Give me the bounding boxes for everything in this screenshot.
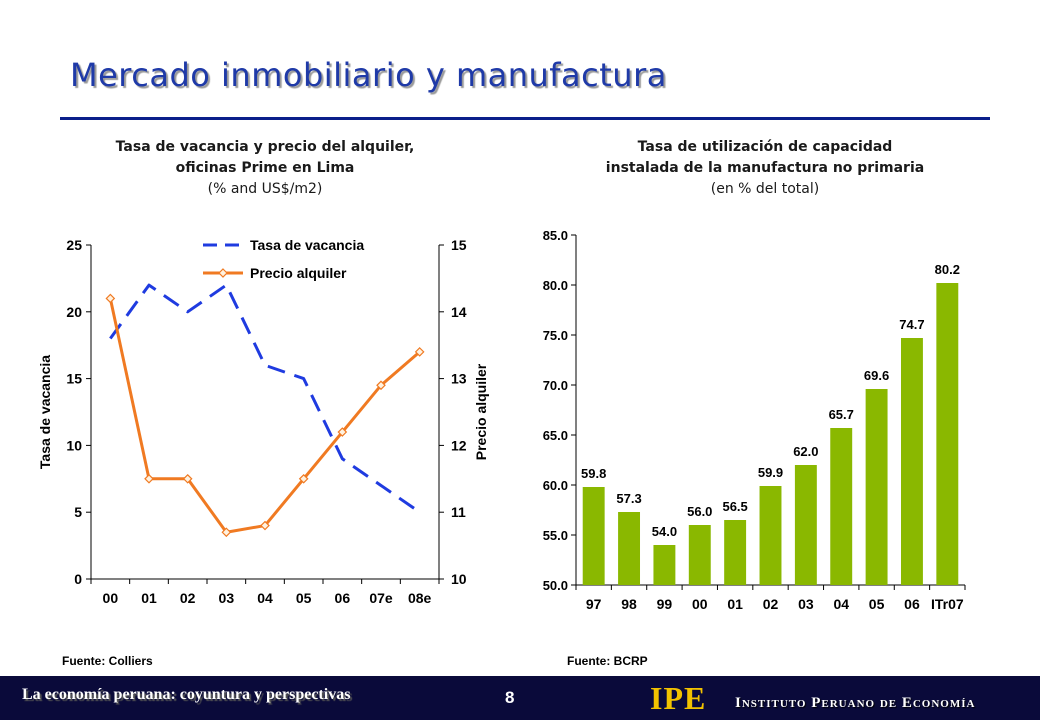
bar-value-label: 62.0 — [793, 444, 818, 459]
legend-marker — [218, 268, 228, 278]
right-chart-source: Fuente: BCRP — [567, 654, 648, 668]
bar-y-tick-label: 60.0 — [543, 478, 568, 493]
institute-name: Instituto Peruano de Economía — [735, 695, 976, 711]
bar-x-tick-label: 00 — [692, 596, 708, 612]
bar-value-label: 59.8 — [581, 466, 606, 481]
data-point-marker — [105, 293, 116, 304]
x-tick-label: 08e — [408, 590, 432, 606]
legend-label: Precio alquiler — [250, 265, 347, 281]
left-chart-heading-units: (% and US$/m2) — [207, 181, 323, 197]
legend-label: Tasa de vacancia — [250, 237, 364, 253]
bar-04 — [830, 428, 853, 585]
bar-x-tick-label: 03 — [798, 596, 814, 612]
data-point-marker — [221, 527, 232, 538]
bar-x-tick-label: ITr07 — [931, 596, 964, 612]
right-chart-heading: Tasa de utilización de capacidad instala… — [550, 137, 980, 200]
x-tick-label: 01 — [141, 590, 157, 606]
bar-x-tick-label: 04 — [833, 596, 849, 612]
bar-y-tick-label: 55.0 — [543, 528, 568, 543]
data-point-marker — [414, 347, 425, 357]
bar-value-label: 56.0 — [687, 504, 712, 519]
left-chart-heading: Tasa de vacancia y precio del alquiler, … — [70, 137, 460, 200]
bar-value-label: 54.0 — [652, 524, 677, 539]
bar-x-tick-label: 06 — [904, 596, 920, 612]
bar-y-tick-label: 85.0 — [543, 228, 568, 243]
data-point-marker — [182, 473, 193, 484]
x-tick-label: 05 — [296, 590, 312, 606]
bar-06 — [900, 338, 923, 585]
bar-97 — [582, 487, 605, 585]
bar-98 — [618, 512, 641, 585]
right-y-tick-label: 10 — [451, 571, 467, 587]
page-number: 8 — [505, 688, 515, 707]
bar-03 — [794, 465, 817, 585]
left-y-tick-label: 15 — [66, 371, 82, 387]
x-tick-label: 07e — [369, 590, 393, 606]
bar-00 — [688, 525, 711, 585]
left-y-tick-label: 25 — [66, 237, 82, 253]
bar-x-tick-label: 97 — [586, 596, 602, 612]
bar-y-tick-label: 80.0 — [543, 278, 568, 293]
capacity-utilization-chart: 50.0 55.0 60.0 65.0 70.0 75.0 80.0 85.0 59.8 97 57… — [543, 228, 966, 612]
data-point-marker — [376, 380, 386, 391]
right-chart-heading-line1: Tasa de utilización de capacidad — [637, 139, 893, 155]
bar-01 — [724, 520, 747, 585]
bar-y-tick-label: 75.0 — [543, 328, 568, 343]
right-y-tick-label: 11 — [451, 504, 466, 520]
left-y-tick-label: 5 — [74, 504, 82, 520]
bar-99 — [653, 545, 676, 585]
right-y-tick-label: 13 — [451, 371, 467, 387]
data-point-marker — [298, 473, 309, 484]
left-y-tick-label: 0 — [74, 571, 82, 587]
bar-y-tick-label: 70.0 — [543, 378, 568, 393]
left-y-axis-title: Tasa de vacancia — [37, 355, 53, 469]
footer-text: La economía peruana: coyuntura y perspec… — [22, 686, 351, 703]
right-y-tick-label: 14 — [451, 304, 467, 320]
x-tick-label: 00 — [103, 590, 119, 606]
data-point-marker — [337, 427, 348, 437]
right-chart-heading-line2: instalada de la manufactura no primaria — [605, 160, 925, 176]
bar-x-tick-label: 05 — [869, 596, 885, 612]
ipe-logo: IPE — [650, 680, 707, 716]
bar-value-label: 56.5 — [722, 499, 747, 514]
left-chart-heading-line1: Tasa de vacancia y precio del alquiler, — [115, 139, 415, 155]
bar-x-tick-label: 01 — [727, 596, 743, 612]
title-divider — [60, 117, 990, 120]
right-y-axis-title: Precio alquiler — [473, 363, 489, 460]
left-y-tick-label: 20 — [66, 304, 82, 320]
bar-02 — [759, 486, 782, 585]
bar-ITr07 — [936, 283, 959, 585]
left-chart-source: Fuente: Colliers — [62, 654, 153, 668]
bar-value-label: 80.2 — [935, 262, 960, 277]
data-point-marker — [260, 520, 270, 531]
right-chart-heading-units: (en % del total) — [710, 181, 820, 197]
footer-bar — [0, 676, 1040, 720]
x-tick-label: 04 — [257, 590, 273, 606]
bar-value-label: 57.3 — [616, 491, 641, 506]
left-y-tick-label: 10 — [66, 437, 82, 453]
bar-y-tick-label: 50.0 — [543, 578, 568, 593]
x-tick-label: 06 — [335, 590, 351, 606]
right-y-tick-label: 15 — [451, 237, 467, 253]
left-chart-heading-line2: oficinas Prime en Lima — [175, 160, 355, 176]
x-tick-label: 03 — [219, 590, 235, 606]
bar-value-label: 69.6 — [864, 368, 889, 383]
page-title: Mercado inmobiliario y manufactura — [70, 56, 667, 94]
bar-x-tick-label: 02 — [763, 596, 779, 612]
bar-x-tick-label: 98 — [621, 596, 637, 612]
series-line-precio-alquiler — [108, 298, 421, 534]
data-point-marker — [144, 473, 154, 484]
bar-y-tick-label: 65.0 — [543, 428, 568, 443]
bar-value-label: 59.9 — [758, 465, 783, 480]
bar-x-tick-label: 99 — [657, 596, 673, 612]
bar-05 — [865, 389, 888, 585]
right-y-tick-label: 12 — [451, 437, 467, 453]
bar-value-label: 65.7 — [829, 407, 854, 422]
bar-value-label: 74.7 — [899, 317, 924, 332]
x-tick-label: 02 — [180, 590, 196, 606]
